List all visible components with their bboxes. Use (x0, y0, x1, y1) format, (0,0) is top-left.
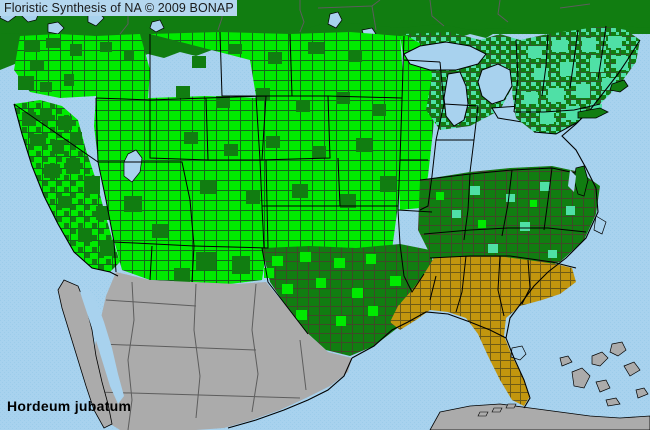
gulf-of-california (80, 288, 124, 404)
region-deep-south (390, 256, 576, 406)
coastlines (13, 39, 641, 429)
cuba (429, 403, 650, 430)
pnw-dark-counties (18, 38, 134, 92)
ohio-valley-appalachia-counties (418, 166, 600, 274)
state-borders (13, 25, 607, 335)
texas-bright-counties (264, 252, 401, 326)
texas-counties (262, 244, 436, 356)
region-california (14, 100, 120, 272)
region-great-plains (150, 32, 404, 254)
species-name-label: Hordeum jubatum (7, 398, 132, 414)
appalachia-scattered-bright (436, 192, 537, 228)
california-dark-counties (22, 108, 114, 256)
map-title-bar: Floristic Synthesis of NA © 2009 BONAP (0, 0, 237, 16)
region-great-basin-southwest (94, 96, 270, 284)
region-caribbean-islands (429, 341, 650, 430)
southwest-dark-counties (124, 196, 250, 282)
great-salt-lake (123, 149, 143, 183)
bahamas-islands (559, 341, 649, 407)
region-mexico (57, 272, 352, 430)
coastal-features (577, 79, 629, 119)
lake-huron (477, 63, 513, 105)
lake-superior (403, 41, 487, 71)
cape-cod (609, 79, 629, 93)
region-northeast (512, 26, 640, 134)
pamlico-sound (593, 215, 607, 235)
lake-okeechobee (510, 345, 527, 361)
plains-dark-counties (160, 42, 396, 208)
new-england-ny-pa (512, 26, 640, 134)
region-texas-southcentral (262, 244, 436, 356)
long-island (577, 107, 609, 119)
chesapeake-bay (568, 170, 576, 192)
nevada-utah-arizona-newmexico (94, 96, 270, 284)
mexico-state-borders (95, 281, 307, 430)
appalachia-scattered-teal (452, 182, 575, 258)
florida-keys (477, 403, 517, 417)
region-appalachia (418, 166, 600, 274)
gulf-states-florida-counties (390, 256, 576, 406)
mexico-landmass (92, 272, 352, 430)
